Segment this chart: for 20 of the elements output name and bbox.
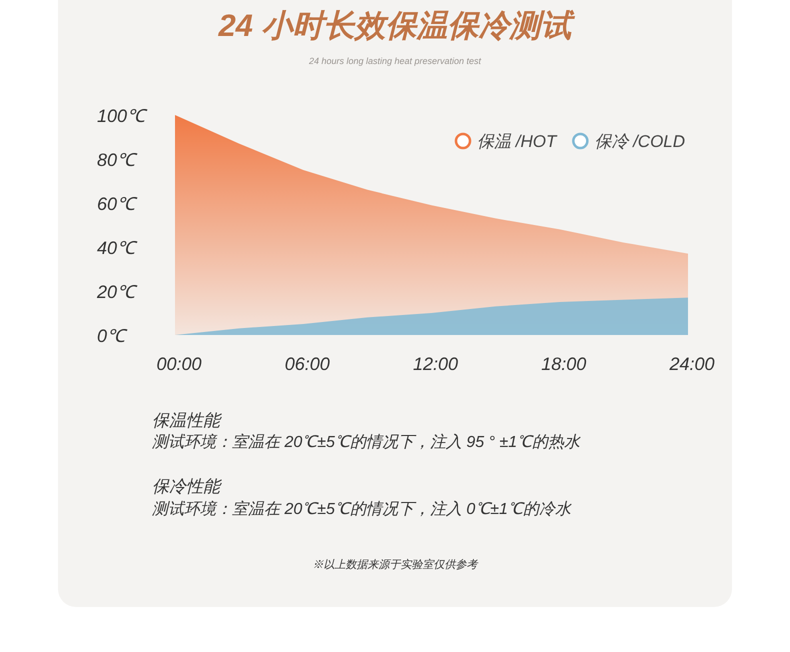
y-tick-label: 0℃ bbox=[97, 326, 128, 346]
text: 保冷性能 bbox=[152, 477, 222, 496]
x-tick-label: 24:00 bbox=[668, 354, 715, 374]
text: ※以上数据来源于实验室仅供参考 bbox=[312, 558, 478, 571]
y-tick-label: 60℃ bbox=[97, 194, 138, 214]
y-tick-label: 80℃ bbox=[97, 150, 138, 170]
legend-label: 保冷 /COLD bbox=[594, 132, 686, 151]
x-tick-label: 12:00 bbox=[412, 354, 458, 374]
text: 测试环境：室温在 20℃±5℃的情况下，注入 0℃±1℃的冷水 bbox=[152, 500, 572, 518]
y-tick-label: 20℃ bbox=[96, 282, 138, 302]
y-tick-label: 100℃ bbox=[97, 106, 148, 126]
y-tick-label: 40℃ bbox=[97, 238, 138, 258]
text: 保温性能 bbox=[152, 411, 222, 430]
chart-title: 24 小时长效保温保冷测试 bbox=[217, 8, 576, 43]
chart-subtitle: 24 hours long lasting heat preservation test bbox=[308, 56, 482, 66]
legend-label: 保温 /HOT bbox=[477, 132, 558, 151]
text: 测试环境：室温在 20℃±5℃的情况下，注入 95 ° ±1℃的热水 bbox=[152, 433, 582, 451]
x-tick-label: 18:00 bbox=[541, 354, 586, 374]
x-tick-label: 06:00 bbox=[284, 354, 330, 374]
x-tick-label: 00:00 bbox=[156, 354, 202, 374]
